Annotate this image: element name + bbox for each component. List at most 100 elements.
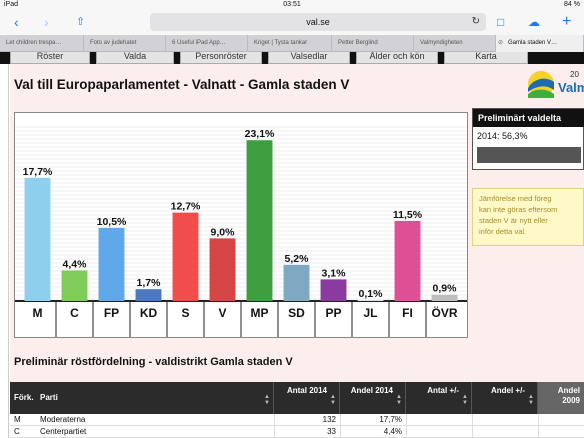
nav-item-alder-och-kon[interactable]: Ålder och kön [356,52,438,64]
sort-icon: ▲ ▼ [264,394,270,406]
note-line: inför detta val. [479,227,527,236]
note-line: staden V är nytt eller [479,216,548,225]
results-table: Förk. Parti ▲ ▼ Antal 2014 ▲ ▼ Andel 2014 … [10,382,584,438]
bar-övr [431,294,458,301]
cloud-tabs-icon[interactable]: ☁ [528,15,540,29]
sort-icon: ▲ ▼ [330,394,336,406]
nav-item-valda[interactable]: Valda [96,52,174,64]
bookmarks-icon[interactable]: □ [497,15,505,29]
tab-item[interactable]: Petter Berglind [332,35,414,52]
bar-c [61,270,88,301]
tab-label: Petter Berglind [338,40,378,46]
tab-label: Valmyndigheten [420,40,463,46]
category-label: C [70,306,79,320]
nav-item-personroster[interactable]: Personröster [180,52,262,64]
data-label: 11,5% [393,209,423,221]
clock: 03:51 [283,1,301,8]
data-label: 17,7% [23,166,53,178]
cell-abbr: C [14,427,20,436]
header-label: Antal 2014 [286,386,327,395]
data-label: 10,5% [97,216,127,228]
category-label: ÖVR [431,305,457,320]
data-label: 0,1% [359,288,384,300]
category-label: S [181,306,189,320]
logo-name: Valm [558,80,584,95]
category-label: M [33,306,43,320]
cell-party: Moderaterna [40,415,86,424]
tab-strip: Let children trespa… Foto av judehatet 6… [0,35,584,52]
col-header-antal-2014[interactable]: Antal 2014 ▲ ▼ [274,382,340,414]
tab-item[interactable]: Kriget | Tysta tankar [248,35,332,52]
category-label: V [218,306,226,320]
col-header-antal-diff[interactable]: Antal +/- ▲ ▼ [406,382,472,414]
new-tab-icon[interactable]: + [562,13,572,30]
url-text: val.se [306,17,330,27]
data-label: 0,9% [433,283,458,295]
table-title: Preliminär röstfördelning - valdistrikt … [14,356,293,368]
close-tab-icon[interactable]: ⊘ [498,40,504,46]
cell-andel: 17,7% [379,415,402,424]
tab-label: 6 Useful iPad App… [172,40,226,46]
category-label: PP [325,306,341,320]
cell-andel: 4,4% [383,427,402,436]
col-header-andel-2014[interactable]: Andel 2014 ▲ ▼ [340,382,406,414]
col-header-party[interactable]: Parti ▲ ▼ [34,382,274,414]
bar-s [172,212,199,301]
cell-antal: 132 [322,415,336,424]
cell-abbr: M [14,415,21,424]
tab-item[interactable]: Foto av judehatet [84,35,166,52]
col-header-abbr[interactable]: Förk. [10,382,34,414]
data-label: 5,2% [285,253,310,265]
data-label: 1,7% [137,277,162,289]
sort-icon: ▲ ▼ [462,394,468,406]
category-label: FP [104,306,119,320]
results-bar-chart: 17,7% M 4,4% C 10,5% FP 1,7% KD 12,7% S 9,0% V 23,1%… [14,112,468,338]
bar-kd [135,289,162,301]
bar-pp [320,279,347,301]
bar-v [209,238,236,301]
category-label: JL [363,306,377,320]
category-label: SD [288,306,305,320]
valmyndigheten-logo[interactable]: 20 Valm [524,68,584,100]
table-row[interactable]: C Centerpartiet 33 4,4% [10,426,584,438]
back-icon[interactable]: ‹ [14,14,19,30]
web-page: Röster Valda Personröster Valsedlar Ålde… [0,52,584,438]
col-header-andel-2009[interactable]: Andel 2009 [538,382,584,414]
note-line: Jämförelse med föreg [479,194,552,203]
bar-jl [357,300,384,301]
bar-fp [98,227,125,301]
tab-label: Let children trespa… [6,40,62,46]
turnout-heading: Preliminärt valdelta [473,109,584,127]
turnout-bar [477,147,581,163]
side-toolbar [0,64,9,438]
browser-toolbar: ‹ › ⇧ val.se ↻ □ ☁ + [0,11,584,35]
tab-item[interactable]: Let children trespa… [0,35,84,52]
tab-item[interactable]: 6 Useful iPad App… [166,35,248,52]
device-name: iPad [4,1,19,8]
turnout-value: 2014: 56,3% [477,131,528,141]
logo-year: 20 [570,70,579,79]
header-label: Antal +/- [427,386,459,395]
nav-item-roster[interactable]: Röster [10,52,90,64]
nav-item-valsedlar[interactable]: Valsedlar [268,52,350,64]
category-label: KD [140,306,158,320]
table-row[interactable]: M Moderaterna 132 17,7% [10,414,584,426]
share-icon[interactable]: ⇧ [76,16,86,28]
chart-canvas: 17,7% M 4,4% C 10,5% FP 1,7% KD 12,7% S 9,0% V 23,1%… [15,126,467,337]
nav-item-karta[interactable]: Karta [444,52,528,64]
bar-m [24,177,51,301]
tab-item[interactable]: Valmyndigheten [414,35,496,52]
address-bar[interactable]: val.se ↻ [150,13,486,31]
col-header-andel-diff[interactable]: Andel +/- ▲ ▼ [472,382,538,414]
forward-icon[interactable]: › [44,14,49,30]
reload-icon[interactable]: ↻ [471,16,480,27]
tab-item-active[interactable]: ⊘ Gamla staden V… [496,35,584,52]
data-label: 12,7% [171,201,201,213]
note-line: kan inte göras eftersom [479,205,558,214]
bar-sd [283,264,310,301]
data-label: 23,1% [245,128,275,140]
turnout-box: Preliminärt valdelta 2014: 56,3% [472,108,584,170]
battery-indicator: 84 % [564,1,580,8]
comparison-note: Jämförelse med föreg kan inte göras efte… [472,188,584,246]
sort-icon: ▲ ▼ [528,394,534,406]
